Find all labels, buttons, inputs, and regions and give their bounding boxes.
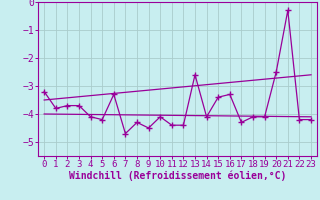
X-axis label: Windchill (Refroidissement éolien,°C): Windchill (Refroidissement éolien,°C) — [69, 171, 286, 181]
